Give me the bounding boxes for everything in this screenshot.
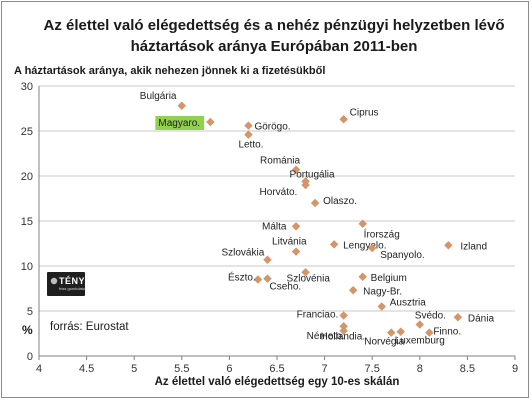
x-tick-label: 8.5: [460, 363, 475, 375]
point-label: Horváto.: [260, 187, 298, 198]
data-point: [444, 241, 453, 250]
point-label: Belgium: [371, 273, 407, 284]
data-point: [358, 272, 367, 282]
point-label: Németo.: [307, 331, 345, 342]
y-tick-label: 20: [21, 171, 33, 183]
y-unit-label: %: [22, 323, 33, 337]
point-label: Bulgária: [140, 91, 177, 102]
data-point: [301, 180, 310, 190]
x-tick-labels: 4 4.5 5 5.5 6 6.5 7 7.5 8 8.5 9: [36, 363, 518, 375]
data-point: [263, 255, 272, 264]
logo-mark-icon: [50, 277, 58, 285]
x-tick-label: 7.5: [365, 363, 380, 375]
point-label: Litvánia: [272, 237, 307, 248]
x-tick-label: 5.5: [174, 363, 189, 375]
point-label: Málta: [262, 221, 287, 232]
data-point: [358, 219, 367, 228]
point-label: Magyaro.: [158, 118, 200, 129]
x-tick-label: 4.5: [79, 363, 94, 375]
x-tick-label: 5: [131, 363, 137, 375]
x-tick-label: 6: [226, 363, 232, 375]
point-label: Románia: [260, 156, 300, 167]
point-label: Olaszo.: [323, 196, 357, 207]
y-tick-label: 10: [21, 261, 33, 273]
point-label: Spanyolo.: [380, 250, 424, 261]
point-label: Letto.: [238, 140, 263, 151]
data-point: [396, 327, 406, 336]
data-point: [329, 240, 339, 249]
y-tick-label: 25: [21, 126, 33, 138]
point-label: Dánia: [468, 313, 495, 324]
data-point: [415, 320, 425, 329]
point-label: Írország: [364, 228, 400, 241]
y-tick-label: 30: [21, 81, 33, 93]
data-point: [206, 117, 215, 127]
point-label: Görögo.: [254, 122, 290, 133]
y-tick-label: 5: [27, 306, 33, 318]
point-label: Szlovénia: [287, 273, 331, 284]
point-label: Nagy-Br.: [363, 286, 402, 297]
source-note: forrás: Eurostat: [50, 321, 129, 333]
highlight-box: [155, 116, 205, 130]
data-point: [339, 115, 348, 124]
point-label: Portugália: [290, 169, 335, 180]
point-label: Finno.: [433, 327, 461, 338]
data-point: [386, 328, 396, 337]
point-label: Izland: [460, 241, 487, 252]
logo-subtext: friss gondolatok: [59, 286, 87, 291]
chart-title-line1: Az élettel való elégedettség és a nehéz …: [44, 17, 505, 34]
point-label: Lengyelo.: [343, 240, 386, 251]
data-point: [453, 313, 463, 322]
point-label: Cseho.: [269, 282, 301, 293]
point-label: Hollandia.: [321, 331, 365, 342]
data-point: [291, 222, 301, 231]
point-label: Svédo.: [415, 311, 446, 322]
data-point: [263, 274, 272, 283]
data-point: [291, 247, 301, 256]
data-point: [253, 275, 263, 284]
data-point: [377, 302, 386, 311]
data-point: [425, 328, 434, 337]
chart-title-line2: háztartások aránya Európában 2011-ben: [131, 38, 418, 55]
tenytar-logo: TÉNYTÁR friss gondolatok: [47, 272, 105, 296]
x-tick-label: 4: [36, 363, 42, 375]
x-tick-label: 9: [512, 363, 518, 375]
logo-text: TÉNYTÁR: [59, 276, 105, 286]
data-point: [291, 165, 301, 174]
data-point: [367, 243, 377, 253]
point-label: Norvégia: [364, 337, 404, 348]
logo-background: [47, 272, 85, 296]
x-axis-label: Az élettel való elégedettség egy 10-es s…: [155, 376, 400, 388]
x-tick-label: 7: [322, 363, 328, 375]
gridlines: [39, 85, 515, 312]
point-label: Franciao.: [297, 310, 339, 321]
x-tick-label: 6.5: [269, 363, 284, 375]
data-point: [244, 121, 253, 130]
point-label: Ciprus: [350, 107, 379, 118]
point-label: Észto.: [228, 271, 256, 284]
data-point: [177, 101, 187, 111]
data-point: [348, 286, 358, 295]
point-label: Szlovákia: [221, 248, 264, 259]
y-tick-label: 15: [21, 216, 33, 228]
y-axis-label: A háztartások aránya, akik nehezen jönne…: [14, 65, 325, 77]
data-point: [339, 326, 348, 336]
x-tick-label: 8: [417, 363, 423, 375]
y-tick-label: 0: [27, 351, 33, 363]
data-point: [301, 268, 310, 277]
data-point: [244, 130, 253, 139]
data-point: [339, 311, 348, 320]
data-points: Bulgária Magyaro. Görögo. Letto. Ciprus Román…: [140, 91, 495, 348]
y-tick-labels: 0 5 10 15 20 25 30: [21, 81, 33, 363]
point-label: Ausztria: [390, 298, 427, 309]
data-point: [310, 198, 320, 208]
data-point: [339, 322, 348, 331]
axes: [38, 86, 516, 360]
point-label: Luxemburg: [395, 336, 445, 347]
